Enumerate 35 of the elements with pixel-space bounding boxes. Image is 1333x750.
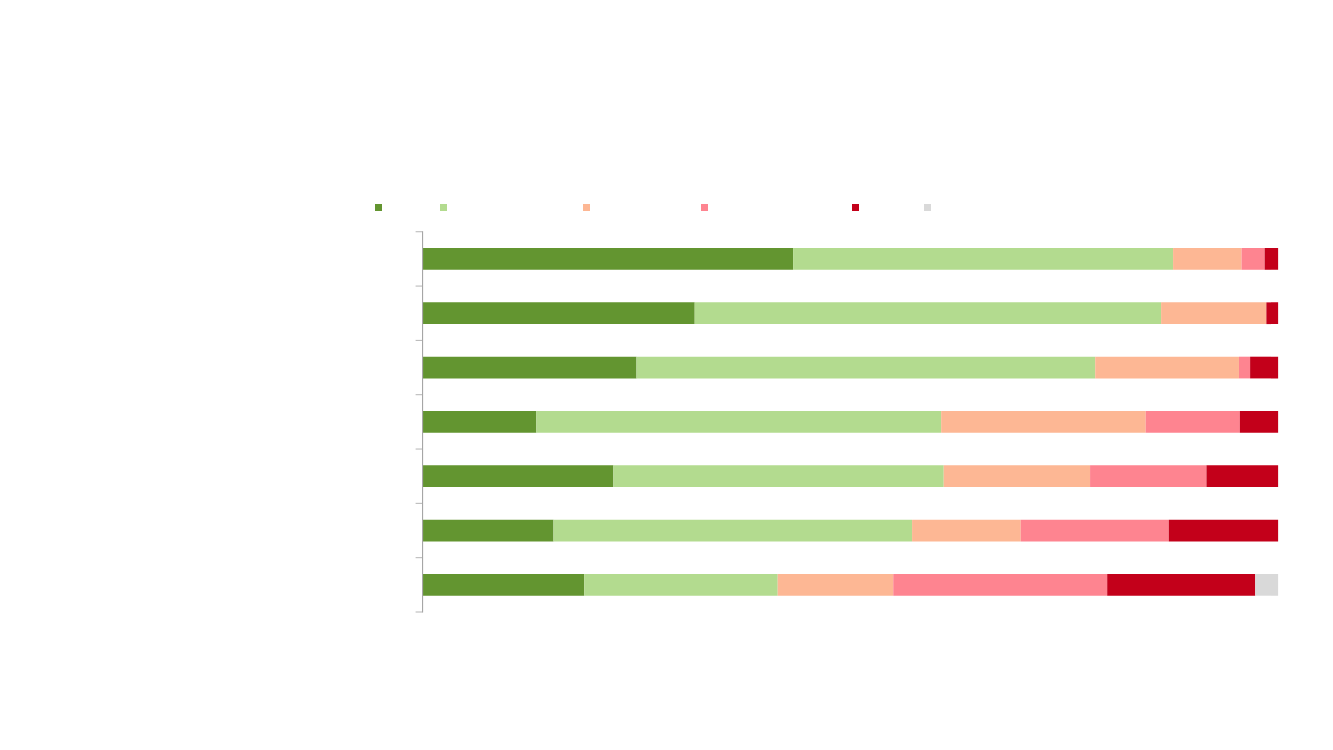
bar <box>422 356 637 379</box>
bar <box>941 411 1146 433</box>
bar <box>1020 519 1169 542</box>
bar <box>584 573 778 596</box>
bar <box>1173 248 1242 270</box>
bar <box>422 411 537 433</box>
bar <box>1239 411 1279 433</box>
bar <box>1161 302 1267 325</box>
bar <box>422 465 614 488</box>
bar <box>536 411 942 433</box>
bar <box>793 248 1174 270</box>
bar <box>1255 573 1279 596</box>
bar <box>893 573 1108 596</box>
bar <box>636 356 1096 379</box>
bar <box>1168 519 1279 542</box>
bar <box>943 465 1091 488</box>
bar <box>422 302 695 325</box>
bar <box>1241 248 1265 270</box>
bar <box>1266 302 1279 325</box>
bar <box>422 573 585 596</box>
bar <box>777 573 894 596</box>
bar <box>553 519 913 542</box>
bar <box>912 519 1021 542</box>
bar <box>1264 248 1279 270</box>
bar <box>694 302 1162 325</box>
bar <box>1095 356 1239 379</box>
bar <box>1206 465 1279 488</box>
bar <box>613 465 944 488</box>
bar <box>1250 356 1279 379</box>
bar <box>1107 573 1256 596</box>
bar <box>422 519 554 542</box>
bar <box>1238 356 1251 379</box>
bar <box>1145 411 1240 433</box>
bar <box>1090 465 1207 488</box>
bar <box>422 248 794 270</box>
